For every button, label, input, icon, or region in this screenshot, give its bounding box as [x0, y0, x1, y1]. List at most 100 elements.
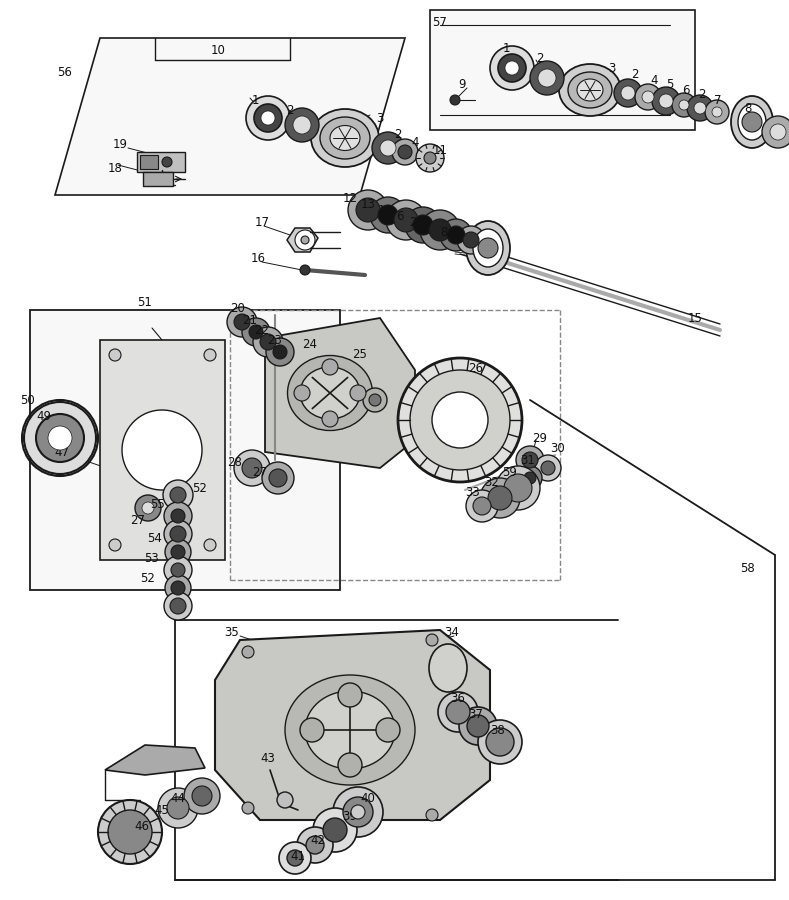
Text: 38: 38 [491, 724, 506, 736]
Circle shape [98, 800, 162, 864]
Circle shape [413, 215, 433, 235]
Circle shape [204, 349, 216, 361]
Polygon shape [30, 310, 340, 590]
Circle shape [372, 132, 404, 164]
Circle shape [351, 805, 365, 819]
Circle shape [522, 452, 538, 468]
Text: 40: 40 [361, 791, 376, 805]
Text: 17: 17 [255, 215, 270, 229]
Ellipse shape [429, 644, 467, 692]
Ellipse shape [305, 691, 395, 769]
Circle shape [171, 509, 185, 523]
Bar [143, 172, 173, 186]
Circle shape [293, 116, 311, 134]
Ellipse shape [577, 79, 603, 101]
Circle shape [376, 718, 400, 742]
Circle shape [426, 809, 438, 821]
Circle shape [480, 478, 520, 518]
Text: 24: 24 [302, 338, 317, 352]
Text: 2: 2 [698, 88, 705, 102]
Ellipse shape [731, 96, 773, 148]
Circle shape [712, 107, 722, 117]
Circle shape [242, 458, 262, 478]
Circle shape [679, 100, 689, 110]
Circle shape [234, 450, 270, 486]
Text: 48: 48 [53, 426, 67, 438]
Polygon shape [287, 228, 318, 252]
Text: 1: 1 [503, 41, 510, 55]
Text: 11: 11 [432, 143, 447, 157]
Circle shape [287, 850, 303, 866]
Text: 35: 35 [225, 626, 239, 638]
Text: 59: 59 [503, 465, 518, 479]
Polygon shape [430, 10, 695, 130]
Text: 56: 56 [58, 66, 73, 78]
Circle shape [394, 208, 418, 232]
Circle shape [486, 728, 514, 756]
Circle shape [478, 720, 522, 764]
Circle shape [614, 79, 642, 107]
Text: 43: 43 [260, 752, 275, 764]
Text: 2: 2 [537, 51, 544, 65]
Circle shape [300, 718, 324, 742]
Ellipse shape [122, 410, 202, 490]
Circle shape [192, 786, 212, 806]
Circle shape [333, 787, 383, 837]
Text: 50: 50 [21, 393, 36, 407]
Text: 39: 39 [342, 809, 357, 823]
Circle shape [300, 265, 310, 275]
Text: 8: 8 [440, 227, 447, 239]
Circle shape [369, 394, 381, 406]
Text: 49: 49 [36, 410, 51, 422]
Circle shape [277, 792, 293, 808]
Text: 41: 41 [290, 850, 305, 862]
Circle shape [338, 753, 362, 777]
Circle shape [261, 111, 275, 125]
Circle shape [269, 469, 287, 487]
Circle shape [635, 84, 661, 110]
Circle shape [164, 592, 192, 620]
Polygon shape [55, 38, 405, 195]
Circle shape [254, 104, 282, 132]
Circle shape [171, 545, 185, 559]
Circle shape [478, 238, 498, 258]
Circle shape [297, 827, 333, 863]
Circle shape [338, 683, 362, 707]
Circle shape [770, 124, 786, 140]
Text: 13: 13 [361, 197, 376, 211]
Circle shape [171, 563, 185, 577]
Text: 29: 29 [533, 431, 548, 445]
Circle shape [416, 144, 444, 172]
Circle shape [530, 61, 564, 95]
Text: 7: 7 [714, 94, 722, 106]
Polygon shape [100, 340, 225, 560]
Circle shape [518, 466, 542, 490]
Text: 55: 55 [151, 499, 166, 511]
Text: 22: 22 [255, 323, 270, 337]
Text: 2: 2 [631, 68, 639, 82]
Text: 14: 14 [377, 203, 392, 217]
Circle shape [541, 461, 555, 475]
Text: 36: 36 [451, 691, 466, 705]
Circle shape [164, 556, 192, 584]
Polygon shape [105, 745, 205, 775]
Circle shape [246, 96, 290, 140]
Ellipse shape [473, 229, 503, 267]
Circle shape [323, 818, 347, 842]
Text: 58: 58 [741, 562, 755, 574]
Circle shape [162, 157, 172, 167]
Circle shape [420, 210, 460, 250]
Text: 25: 25 [353, 348, 368, 362]
Circle shape [410, 370, 510, 470]
Text: 6: 6 [396, 210, 404, 222]
Circle shape [386, 200, 426, 240]
Circle shape [253, 327, 283, 357]
Circle shape [322, 411, 338, 427]
Circle shape [285, 108, 319, 142]
Circle shape [498, 54, 526, 82]
Circle shape [742, 112, 762, 132]
Circle shape [446, 700, 470, 724]
Circle shape [405, 207, 441, 243]
Circle shape [450, 95, 460, 105]
Polygon shape [215, 630, 490, 820]
